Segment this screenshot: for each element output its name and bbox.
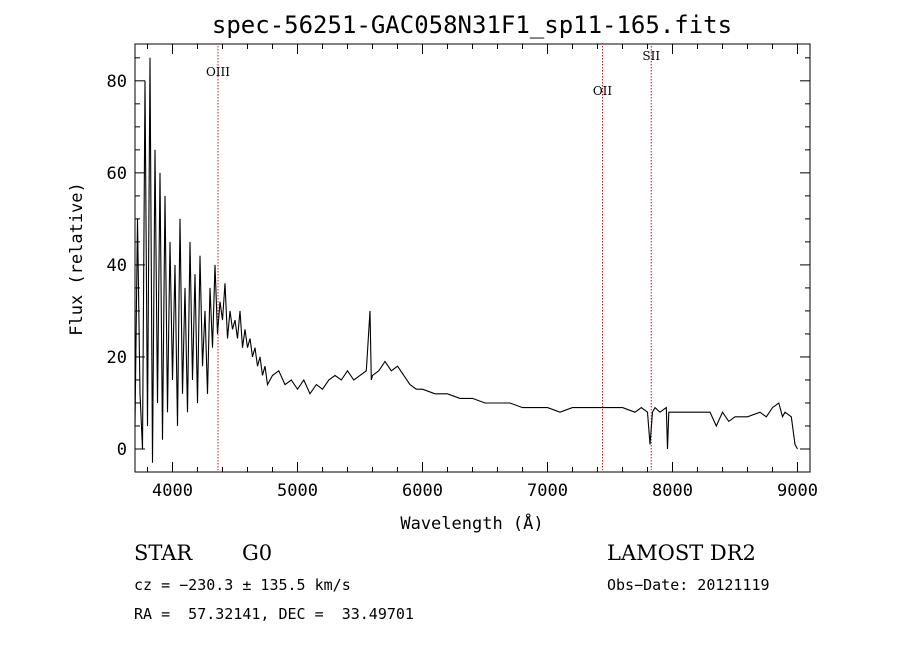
x-tick-label: 4000 <box>152 481 193 501</box>
x-tick-label: 9000 <box>777 481 818 501</box>
redshift-cz: cz = −230.3 ± 135.5 km/s <box>134 576 351 594</box>
y-tick-label: 0 <box>117 440 127 460</box>
ticks: 4000 5000 6000 7000 8000 9000 0 20 40 60 80 <box>107 44 818 501</box>
observation-date: Obs−Date: 20121119 <box>607 576 770 594</box>
x-tick-label: 5000 <box>277 481 318 501</box>
object-subclass: G0 <box>242 541 272 565</box>
ra-dec: RA = 57.32141, DEC = 33.49701 <box>134 605 414 623</box>
y-tick-label: 60 <box>107 164 127 184</box>
y-tick-label: 20 <box>107 348 127 368</box>
y-tick-label: 80 <box>107 72 127 92</box>
emission-line-markers: OIII OII SII <box>206 46 660 470</box>
y-axis-label: Flux (relative) <box>67 182 87 336</box>
axes <box>134 43 811 473</box>
x-tick-label: 7000 <box>527 481 568 501</box>
chart-title: spec-56251-GAC058N31F1_sp11-165.fits <box>212 11 732 39</box>
object-class: STAR <box>134 541 193 565</box>
spectrum-series <box>134 57 798 463</box>
x-axis-label: Wavelength (Å) <box>400 512 543 534</box>
emission-line-label: SII <box>642 49 660 63</box>
spectrum-line <box>134 57 798 463</box>
emission-line-label: OII <box>593 84 613 98</box>
plot-frame <box>134 43 811 473</box>
x-tick-label: 8000 <box>652 481 693 501</box>
emission-line-label: OIII <box>206 65 230 79</box>
survey-name: LAMOST DR2 <box>607 541 756 565</box>
x-tick-label: 6000 <box>402 481 443 501</box>
y-tick-label: 40 <box>107 256 127 276</box>
